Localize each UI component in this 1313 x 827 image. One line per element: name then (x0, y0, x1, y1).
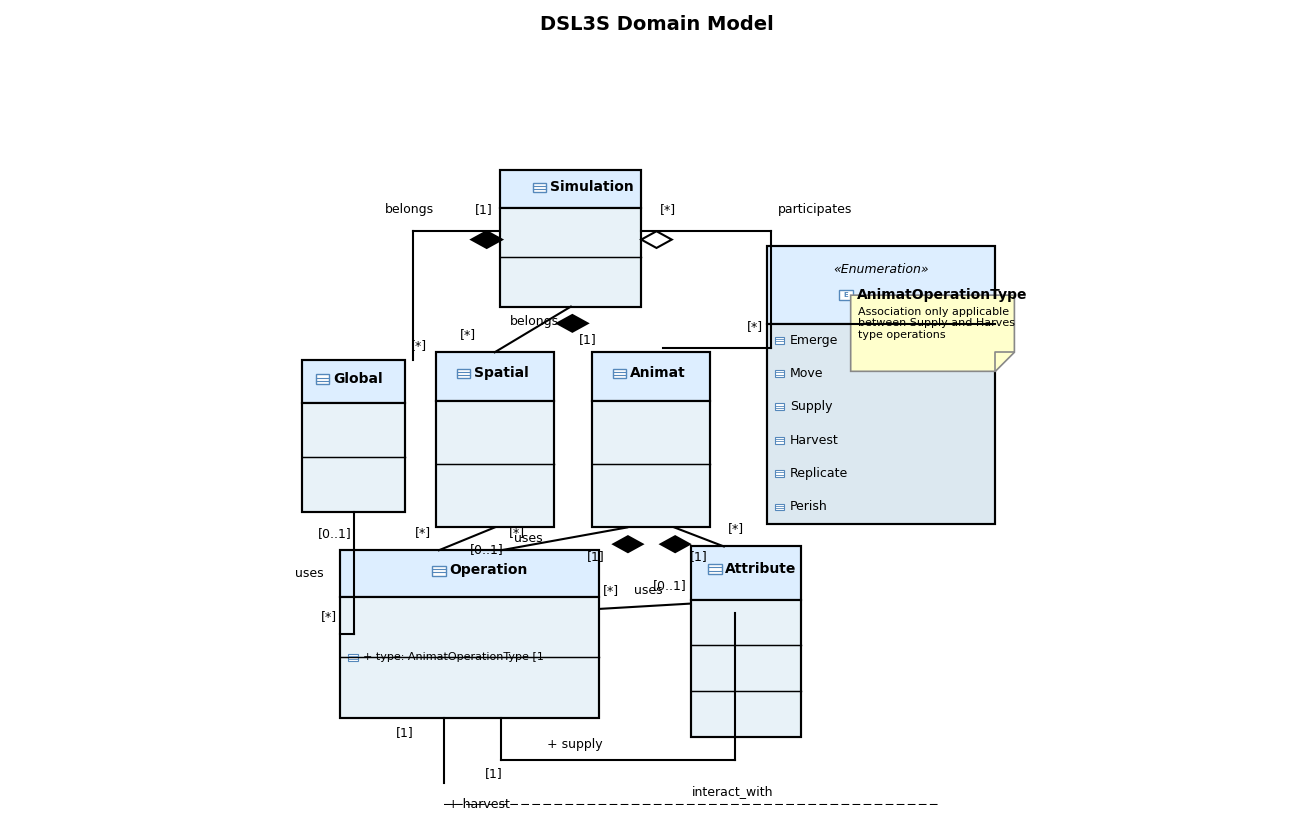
FancyBboxPatch shape (432, 566, 445, 576)
Text: [1]: [1] (689, 550, 708, 563)
Text: E: E (844, 292, 848, 298)
Polygon shape (613, 536, 642, 552)
Text: Global: Global (334, 372, 383, 385)
FancyBboxPatch shape (613, 369, 626, 379)
Text: [*]: [*] (747, 320, 763, 333)
FancyBboxPatch shape (348, 654, 358, 661)
Polygon shape (557, 315, 588, 332)
Text: Supply: Supply (789, 400, 832, 414)
Text: Perish: Perish (789, 500, 827, 514)
Text: [1]: [1] (475, 203, 492, 216)
Text: Move: Move (789, 367, 823, 380)
FancyBboxPatch shape (302, 360, 406, 403)
Text: Simulation: Simulation (550, 180, 634, 194)
Text: + supply: + supply (546, 738, 603, 751)
FancyBboxPatch shape (839, 290, 853, 300)
Polygon shape (851, 295, 1015, 371)
Text: Attribute: Attribute (725, 562, 797, 576)
Text: belongs: belongs (509, 315, 559, 328)
Text: + type: AnimatOperationType [1: + type: AnimatOperationType [1 (364, 653, 544, 662)
Text: uses: uses (294, 566, 323, 580)
Polygon shape (641, 232, 672, 248)
Text: [0..1]: [0..1] (318, 528, 352, 540)
FancyBboxPatch shape (767, 323, 995, 523)
FancyBboxPatch shape (691, 547, 801, 600)
FancyBboxPatch shape (457, 369, 470, 379)
FancyBboxPatch shape (708, 564, 722, 574)
Text: Harvest: Harvest (789, 433, 839, 447)
Text: participates: participates (779, 203, 852, 216)
FancyBboxPatch shape (500, 208, 641, 307)
FancyBboxPatch shape (775, 437, 784, 443)
Text: [0..1]: [0..1] (653, 579, 687, 592)
Text: [1]: [1] (587, 550, 604, 563)
FancyBboxPatch shape (302, 403, 406, 512)
FancyBboxPatch shape (592, 352, 710, 401)
FancyBboxPatch shape (775, 370, 784, 377)
Text: [*]: [*] (411, 339, 428, 352)
FancyBboxPatch shape (340, 597, 600, 718)
Text: interact_with: interact_with (692, 785, 773, 798)
FancyBboxPatch shape (592, 401, 710, 528)
Polygon shape (471, 232, 502, 248)
Text: [*]: [*] (660, 203, 676, 216)
Polygon shape (660, 536, 689, 552)
Text: AnimatOperationType: AnimatOperationType (857, 288, 1027, 302)
FancyBboxPatch shape (775, 337, 784, 343)
Text: [*]: [*] (415, 526, 431, 539)
Text: [*]: [*] (727, 522, 744, 535)
FancyBboxPatch shape (315, 375, 330, 384)
Text: [*]: [*] (320, 609, 336, 623)
Text: «Enumeration»: «Enumeration» (834, 263, 930, 275)
Text: Spatial: Spatial (474, 366, 529, 380)
Text: [*]: [*] (603, 585, 620, 597)
Text: Replicate: Replicate (789, 467, 848, 480)
FancyBboxPatch shape (436, 352, 554, 401)
Text: [1]: [1] (579, 333, 596, 347)
Text: Animat: Animat (630, 366, 685, 380)
FancyBboxPatch shape (775, 404, 784, 410)
FancyBboxPatch shape (340, 550, 600, 597)
Text: Emerge: Emerge (789, 333, 838, 347)
Title: DSL3S Domain Model: DSL3S Domain Model (540, 15, 773, 34)
FancyBboxPatch shape (533, 183, 546, 193)
FancyBboxPatch shape (775, 504, 784, 510)
Text: + harvest: + harvest (448, 798, 509, 810)
FancyBboxPatch shape (436, 401, 554, 528)
Text: Operation: Operation (449, 563, 528, 577)
FancyBboxPatch shape (775, 471, 784, 477)
Text: belongs: belongs (385, 203, 433, 216)
Text: [*]: [*] (508, 526, 525, 539)
Text: [1]: [1] (484, 767, 503, 781)
Text: [1]: [1] (395, 727, 414, 739)
Text: uses: uses (634, 585, 662, 597)
FancyBboxPatch shape (500, 170, 641, 208)
Text: uses: uses (513, 533, 542, 545)
Text: Association only applicable
between Supply and Harves
type operations: Association only applicable between Supp… (859, 307, 1015, 340)
Text: [*]: [*] (460, 327, 475, 341)
FancyBboxPatch shape (767, 246, 995, 323)
FancyBboxPatch shape (691, 600, 801, 737)
Text: [0..1]: [0..1] (470, 543, 504, 556)
